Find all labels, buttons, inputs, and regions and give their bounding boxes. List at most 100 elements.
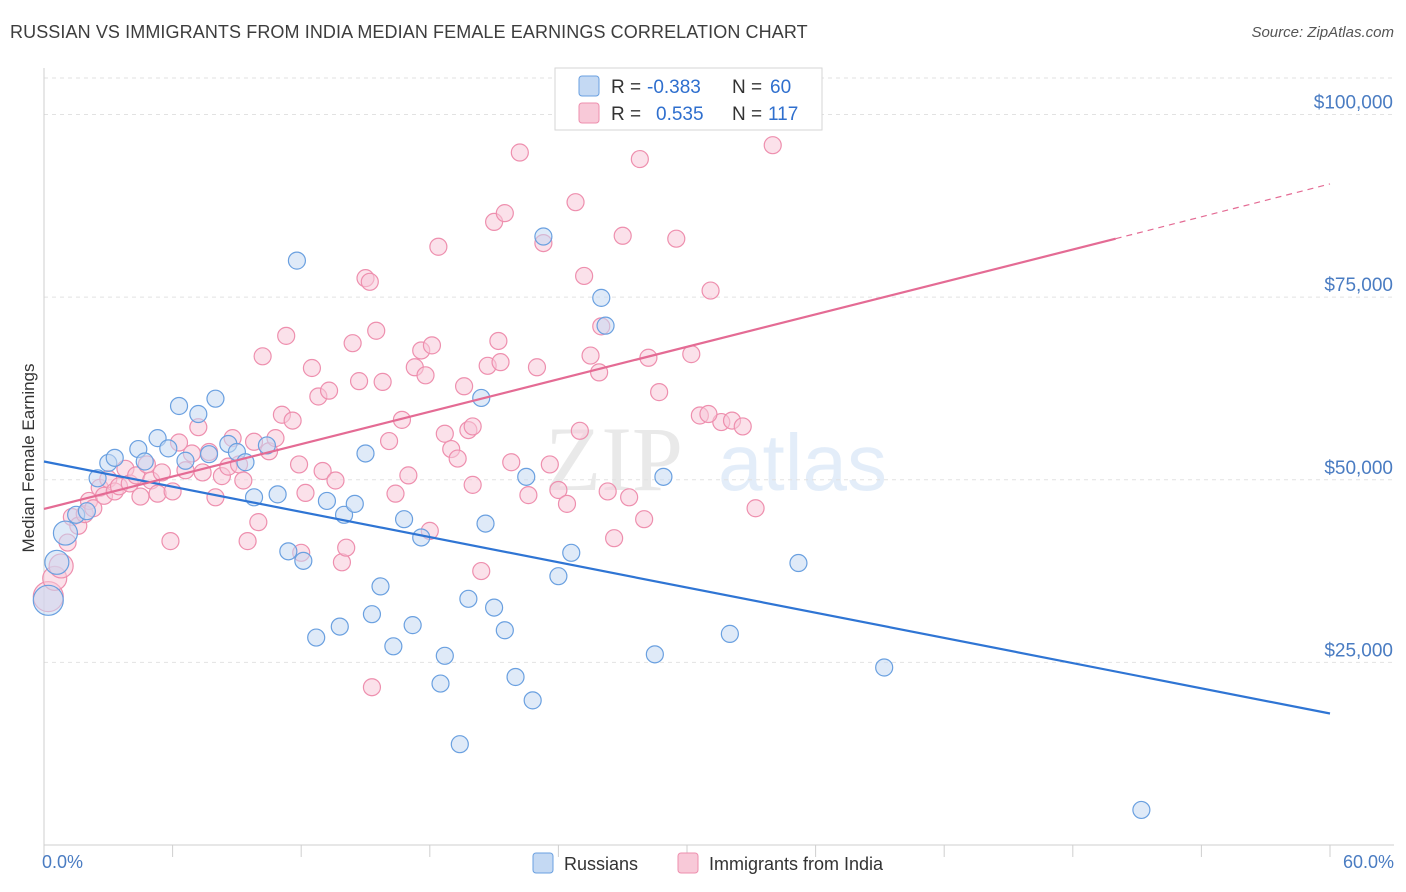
- india-point: [566, 193, 585, 212]
- russians-point: [459, 589, 478, 608]
- legend-india-r-label: R =: [611, 104, 641, 125]
- india-point: [527, 358, 547, 377]
- russians-point: [596, 316, 615, 335]
- india-point: [386, 484, 405, 503]
- india-point: [234, 471, 253, 490]
- india-point: [650, 383, 669, 402]
- legend-russians-r-value: -0.383: [647, 77, 701, 98]
- india-point: [367, 321, 386, 340]
- india-point: [399, 466, 418, 485]
- legend-india-swatch: [578, 102, 600, 124]
- india-point: [313, 461, 332, 481]
- legend-india-n-label: N =: [732, 104, 762, 125]
- russians-point: [206, 389, 225, 408]
- india-point: [763, 136, 782, 155]
- india-point: [635, 510, 654, 529]
- russians-point: [720, 624, 739, 643]
- india-point: [454, 377, 474, 396]
- legend-india-n-value: 117: [768, 104, 798, 125]
- india-point: [495, 204, 514, 223]
- russians-point: [88, 469, 107, 488]
- india-point: [630, 149, 649, 169]
- legend-india-r-value: 0.535: [656, 104, 704, 125]
- india-point: [463, 475, 482, 494]
- russians-point: [356, 444, 375, 463]
- bottom-legend-russians-swatch: [532, 852, 554, 874]
- india-point: [502, 453, 521, 472]
- y-tick-labels: $25,000 $50,000 $75,000 $100,000: [1314, 93, 1393, 662]
- india-point: [429, 237, 448, 256]
- india-point: [337, 538, 356, 557]
- india-point: [238, 532, 257, 551]
- india-point: [519, 486, 538, 505]
- russians-point: [176, 451, 195, 470]
- india-point: [289, 455, 309, 474]
- russians-point: [287, 251, 307, 270]
- bottom-legend-india-swatch: [677, 852, 699, 874]
- trend-line-russians: [43, 460, 1331, 715]
- russians-point: [32, 584, 64, 616]
- trend-line-india-extension: [1115, 183, 1331, 240]
- bottom-legend-russians-label: Russians: [564, 854, 638, 874]
- india-point: [575, 266, 594, 286]
- russians-point: [450, 735, 469, 754]
- bottom-legend-india-label: Immigrants from India: [709, 854, 884, 874]
- russians-point: [506, 667, 525, 687]
- india-point: [253, 347, 272, 366]
- russians-point: [549, 567, 568, 586]
- russians-point: [403, 616, 422, 635]
- russians-point: [645, 645, 664, 664]
- india-point: [161, 532, 180, 551]
- legend-russians-r-label: R =: [611, 77, 641, 98]
- russians-point: [394, 510, 414, 529]
- india-point: [362, 678, 382, 697]
- india-point: [379, 431, 399, 451]
- russians-point: [105, 448, 124, 467]
- russians-point: [294, 551, 313, 570]
- russians-point: [562, 543, 581, 562]
- russians-point: [44, 549, 70, 575]
- india-point: [360, 272, 379, 291]
- india-point: [581, 346, 600, 365]
- russians-point: [523, 691, 542, 710]
- legend-russians-n-label: N =: [732, 77, 762, 98]
- india-point: [422, 336, 442, 355]
- india-point: [489, 331, 508, 351]
- india-point: [746, 499, 765, 518]
- chart-source: Source: ZipAtlas.com: [1251, 24, 1394, 41]
- chart-title: RUSSIAN VS IMMIGRANTS FROM INDIA MEDIAN …: [10, 22, 808, 42]
- india-point: [605, 529, 624, 548]
- russians-point: [384, 637, 403, 656]
- india-point: [373, 372, 392, 391]
- russians-point: [52, 520, 79, 546]
- series-russians-points: [32, 227, 1151, 820]
- india-point: [570, 421, 589, 440]
- russians-point: [435, 646, 454, 665]
- india-point: [598, 482, 617, 501]
- india-point: [620, 488, 639, 507]
- russians-point: [268, 485, 287, 504]
- russians-point: [485, 598, 504, 617]
- y-axis-label: Median Female Earnings: [19, 364, 38, 553]
- india-point: [540, 455, 559, 474]
- india-point: [148, 484, 167, 503]
- axes: [43, 68, 1394, 857]
- russians-point: [476, 514, 495, 533]
- russians-point: [875, 658, 894, 677]
- india-point: [549, 480, 568, 500]
- russians-point: [279, 542, 298, 561]
- russians-point: [199, 445, 219, 464]
- gridlines: [44, 77, 1394, 663]
- series-india-points: [32, 136, 782, 697]
- russians-point: [257, 436, 277, 455]
- india-point: [435, 424, 454, 443]
- india-point: [283, 411, 302, 430]
- legend-series: Russians Immigrants from India: [532, 852, 884, 874]
- russians-point: [189, 404, 208, 424]
- russians-point: [789, 553, 808, 573]
- russians-point: [431, 674, 450, 693]
- india-point: [416, 366, 435, 385]
- trend-lines: [43, 183, 1331, 715]
- india-point: [131, 487, 150, 506]
